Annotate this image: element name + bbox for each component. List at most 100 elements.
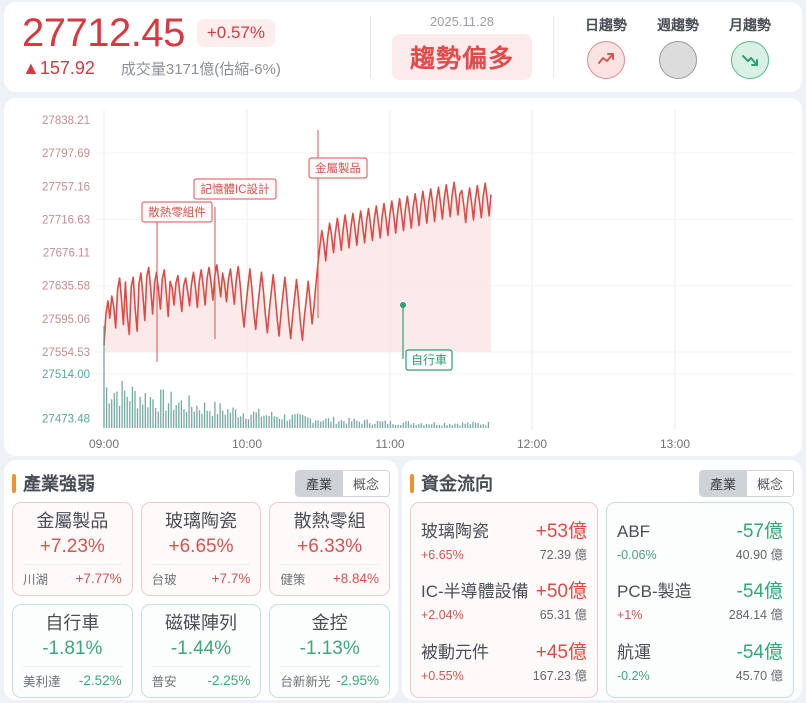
flow-percent: +1% bbox=[617, 608, 643, 623]
industry-lead-stock[interactable]: 健策 +8.84% bbox=[278, 565, 381, 588]
industry-name: 磁碟陣列 bbox=[164, 613, 237, 633]
trend-item-monthly[interactable]: 月趨勢 bbox=[729, 15, 771, 79]
flow-toggle[interactable]: 產業 概念 bbox=[698, 469, 794, 497]
industry-lead-stock[interactable]: 台新新光 -2.95% bbox=[278, 667, 381, 690]
stock-percent: -2.52% bbox=[78, 673, 122, 688]
industry-lead-stock[interactable]: 美利達 -2.52% bbox=[21, 667, 124, 690]
industry-panel-title: 產業強弱 bbox=[23, 474, 95, 494]
index-percent-badge: +0.57% bbox=[196, 19, 275, 47]
flow-value: 40.90 億 bbox=[735, 547, 783, 562]
svg-text:記憶體IC設計: 記憶體IC設計 bbox=[201, 182, 270, 196]
header-divider-1 bbox=[370, 16, 371, 78]
svg-text:09:00: 09:00 bbox=[89, 437, 119, 451]
svg-text:11:00: 11:00 bbox=[375, 437, 404, 451]
trend-indicators: 日趨勢 週趨勢 月趨勢 bbox=[554, 15, 802, 79]
industry-card[interactable]: 金屬製品 +7.23% 川湖 +7.77% bbox=[12, 502, 133, 596]
trend-label-weekly: 週趨勢 bbox=[657, 17, 699, 33]
industry-toggle[interactable]: 產業 概念 bbox=[294, 469, 390, 497]
industry-name: 金控 bbox=[311, 613, 348, 633]
flow-amount: -57億 bbox=[736, 520, 783, 542]
industry-name: 金屬製品 bbox=[36, 511, 109, 531]
intraday-chart[interactable]: 27838.21 27797.69 27757.16 27716.63 27676.11… bbox=[4, 98, 802, 456]
index-change: ▲157.92 bbox=[22, 58, 95, 78]
stock-name: 美利達 bbox=[23, 675, 61, 689]
svg-text:27595.06: 27595.06 bbox=[42, 314, 90, 326]
fund-flow-panel: 資金流向 產業 概念 玻璃陶瓷 +53億 +6.65% 72.39 億 bbox=[402, 460, 802, 700]
flow-value: 284.14 億 bbox=[728, 608, 783, 623]
flow-row[interactable]: 被動元件 +45億 +0.55% 167.23 億 bbox=[421, 637, 587, 684]
flow-toggle-option-industry[interactable]: 產業 bbox=[699, 470, 746, 496]
industry-toggle-option-concept[interactable]: 概念 bbox=[341, 470, 389, 496]
trend-label-daily: 日趨勢 bbox=[585, 17, 627, 33]
industry-percent: -1.81% bbox=[42, 638, 103, 659]
card-divider bbox=[280, 564, 379, 565]
industry-card-grid: 金屬製品 +7.23% 川湖 +7.77% 玻璃陶瓷 +6.65% 台玻 +7.… bbox=[12, 502, 390, 698]
flow-row[interactable]: ABF -57億 -0.06% 40.90 億 bbox=[617, 516, 783, 563]
industry-percent: +6.33% bbox=[297, 536, 363, 557]
industry-percent: +6.65% bbox=[168, 536, 234, 557]
trend-label-monthly: 月趨勢 bbox=[729, 17, 771, 33]
index-quote: 27712.45 +0.57% ▲157.92 成交量3171億(估縮-6%) bbox=[4, 2, 370, 92]
flow-row[interactable]: IC-半導體設備 +50億 +2.04% 65.31 億 bbox=[421, 576, 587, 623]
svg-text:27757.16: 27757.16 bbox=[42, 181, 90, 193]
market-date: 2025.11.28 bbox=[429, 14, 495, 29]
flow-amount: -54億 bbox=[736, 581, 783, 603]
industry-lead-stock[interactable]: 普安 -2.25% bbox=[150, 667, 253, 690]
flow-value: 65.31 億 bbox=[539, 608, 587, 623]
trend-summary: 2025.11.28 趨勢偏多 bbox=[371, 14, 553, 80]
trend-item-daily[interactable]: 日趨勢 bbox=[585, 15, 627, 79]
svg-text:12:00: 12:00 bbox=[517, 437, 547, 451]
card-divider bbox=[151, 564, 251, 565]
stock-name: 普安 bbox=[151, 675, 177, 689]
industry-lead-stock[interactable]: 台玻 +7.7% bbox=[150, 565, 253, 588]
flow-industry-name: 玻璃陶瓷 bbox=[421, 521, 489, 541]
stock-name: 台玻 bbox=[151, 573, 177, 587]
flow-amount: +53億 bbox=[535, 520, 587, 542]
flow-row[interactable]: PCB-製造 -54億 +1% 284.14 億 bbox=[617, 576, 783, 623]
svg-text:27514.00: 27514.00 bbox=[42, 369, 90, 381]
flow-value: 167.23 億 bbox=[532, 669, 587, 684]
stock-name: 川湖 bbox=[23, 573, 49, 587]
fund-outflow-column: ABF -57億 -0.06% 40.90 億 PCB-製造 -54億 +1% bbox=[606, 502, 794, 698]
industry-card[interactable]: 自行車 -1.81% 美利達 -2.52% bbox=[12, 604, 133, 698]
industry-card[interactable]: 玻璃陶瓷 +6.65% 台玻 +7.7% bbox=[140, 502, 262, 596]
svg-text:27838.21: 27838.21 bbox=[42, 115, 90, 127]
chart-canvas: 27838.21 27797.69 27757.16 27716.63 27676.11… bbox=[42, 110, 794, 451]
flow-industry-name: 航運 bbox=[617, 643, 651, 663]
trend-item-weekly[interactable]: 週趨勢 bbox=[657, 15, 699, 79]
svg-text:27797.69: 27797.69 bbox=[42, 148, 90, 160]
industry-card[interactable]: 散熱零組 +6.33% 健策 +8.84% bbox=[269, 502, 390, 596]
svg-text:27473.48: 27473.48 bbox=[42, 413, 90, 425]
industry-name: 玻璃陶瓷 bbox=[164, 511, 237, 531]
market-header: 27712.45 +0.57% ▲157.92 成交量3171億(估縮-6%) … bbox=[4, 2, 802, 92]
flow-percent: +0.55% bbox=[421, 669, 464, 684]
stock-percent: +7.77% bbox=[75, 571, 122, 586]
stock-percent: -2.25% bbox=[207, 673, 251, 688]
trend-flat-icon bbox=[659, 41, 697, 79]
industry-panel-header: 產業強弱 產業 概念 bbox=[12, 468, 390, 498]
industry-card[interactable]: 磁碟陣列 -1.44% 普安 -2.25% bbox=[140, 604, 262, 698]
flow-row[interactable]: 玻璃陶瓷 +53億 +6.65% 72.39 億 bbox=[421, 516, 587, 563]
index-volume: 成交量3171億(估縮-6%) bbox=[120, 61, 281, 78]
svg-text:27635.58: 27635.58 bbox=[42, 281, 90, 293]
svg-text:自行車: 自行車 bbox=[411, 353, 447, 367]
stock-name: 健策 bbox=[280, 573, 306, 587]
svg-text:27554.53: 27554.53 bbox=[42, 347, 90, 359]
svg-text:27716.63: 27716.63 bbox=[42, 214, 90, 226]
panel-accent-bar bbox=[410, 473, 414, 493]
stock-percent: +8.84% bbox=[332, 571, 379, 586]
trend-up-icon bbox=[587, 41, 625, 79]
flow-row[interactable]: 航運 -54億 -0.2% 45.70 億 bbox=[617, 637, 783, 684]
industry-toggle-option-industry[interactable]: 產業 bbox=[295, 470, 342, 496]
industry-lead-stock[interactable]: 川湖 +7.77% bbox=[21, 565, 124, 588]
flow-toggle-option-concept[interactable]: 概念 bbox=[745, 470, 793, 496]
card-divider bbox=[23, 666, 122, 667]
flow-grid: 玻璃陶瓷 +53億 +6.65% 72.39 億 IC-半導體設備 +50億 +… bbox=[410, 502, 794, 698]
svg-text:13:00: 13:00 bbox=[660, 437, 690, 451]
svg-text:27676.11: 27676.11 bbox=[43, 248, 90, 260]
flow-value: 72.39 億 bbox=[539, 547, 587, 562]
industry-card[interactable]: 金控 -1.13% 台新新光 -2.95% bbox=[269, 604, 390, 698]
trend-badge: 趨勢偏多 bbox=[391, 34, 532, 80]
industry-strength-panel: 產業強弱 產業 概念 金屬製品 +7.23% 川湖 +7.77% 玻璃陶瓷 +6… bbox=[4, 460, 398, 700]
flow-industry-name: IC-半導體設備 bbox=[421, 582, 529, 602]
